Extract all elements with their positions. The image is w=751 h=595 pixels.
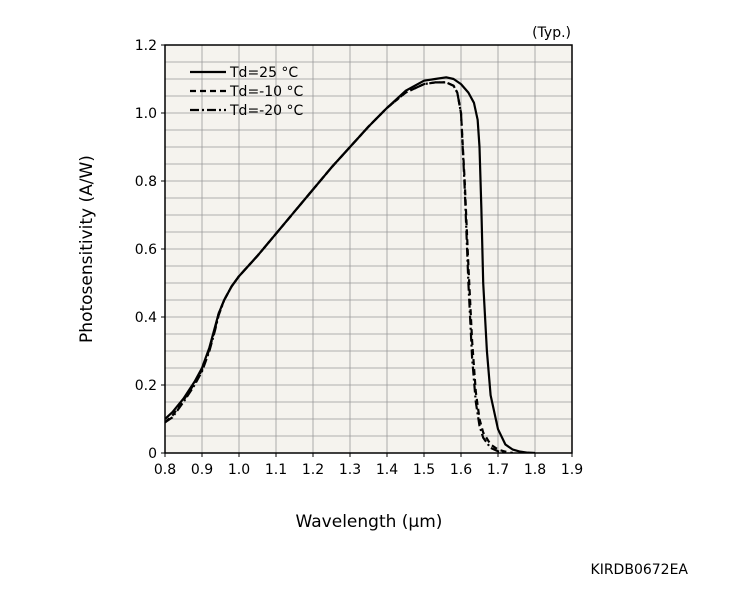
grid bbox=[165, 45, 572, 453]
x-tick-label: 1.5 bbox=[413, 462, 435, 478]
legend-label: Td=-20 °C bbox=[229, 103, 303, 119]
x-tick-labels: 0.8 0.9 1.0 1.1 1.2 1.3 1.4 1.5 1.6 1.7 1.8 1.9 bbox=[154, 453, 583, 478]
x-tick-label: 1.2 bbox=[302, 462, 324, 478]
figure-code: KIRDB0672EA bbox=[591, 562, 689, 578]
y-tick-label: 1.2 bbox=[135, 38, 157, 54]
x-tick-label: 1.8 bbox=[524, 462, 546, 478]
x-tick-label: 1.3 bbox=[339, 462, 361, 478]
x-tick-label: 1.7 bbox=[487, 462, 509, 478]
legend: Td=25 °C Td=-10 °C Td=-20 °C bbox=[190, 65, 303, 119]
legend-label: Td=-10 °C bbox=[229, 84, 303, 100]
y-tick-label: 1.0 bbox=[135, 106, 157, 122]
x-tick-label: 0.8 bbox=[154, 462, 176, 478]
typ-note: (Typ.) bbox=[532, 25, 571, 41]
y-tick-label: 0 bbox=[148, 446, 157, 462]
y-axis-label: Photosensitivity (A/W) bbox=[77, 155, 97, 343]
y-tick-label: 0.6 bbox=[135, 242, 157, 258]
series-line-3 bbox=[165, 81, 506, 453]
y-tick-label: 0.2 bbox=[135, 378, 157, 394]
x-tick-label: 1.1 bbox=[265, 462, 287, 478]
y-tick-label: 0.4 bbox=[135, 310, 157, 326]
x-axis-label: Wavelength (µm) bbox=[296, 512, 443, 532]
x-tick-label: 1.0 bbox=[228, 462, 250, 478]
x-tick-label: 0.9 bbox=[191, 462, 213, 478]
y-tick-label: 0.8 bbox=[135, 174, 157, 190]
series-layer bbox=[165, 76, 536, 453]
x-tick-label: 1.9 bbox=[561, 462, 583, 478]
y-tick-labels: 0 0.2 0.4 0.6 0.8 1.0 1.2 bbox=[135, 38, 165, 462]
x-tick-label: 1.4 bbox=[376, 462, 398, 478]
x-tick-label: 1.6 bbox=[450, 462, 472, 478]
legend-label: Td=25 °C bbox=[229, 65, 298, 81]
